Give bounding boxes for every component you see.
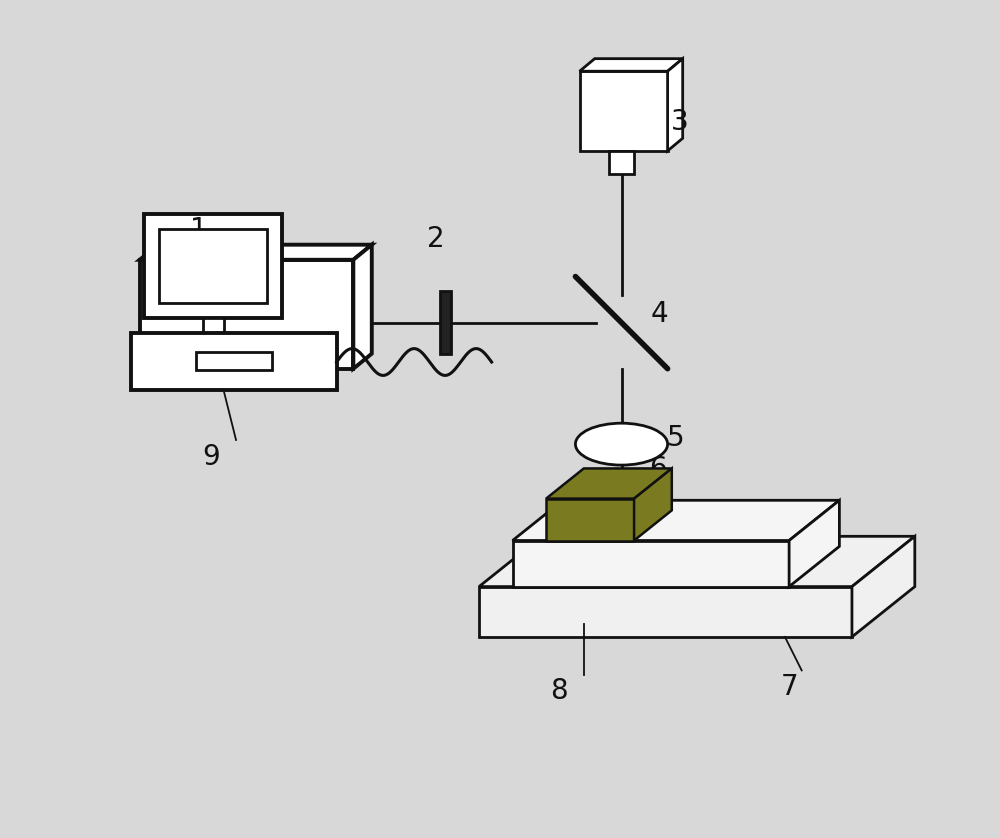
- Ellipse shape: [575, 423, 668, 465]
- Polygon shape: [513, 541, 789, 587]
- Bar: [196, 352, 272, 370]
- Bar: [203, 318, 224, 345]
- Polygon shape: [440, 292, 451, 354]
- Polygon shape: [580, 59, 683, 71]
- Text: 1: 1: [190, 216, 207, 245]
- Polygon shape: [513, 500, 839, 541]
- Polygon shape: [546, 499, 634, 541]
- Text: 5: 5: [667, 424, 685, 453]
- Polygon shape: [479, 587, 852, 637]
- Polygon shape: [546, 468, 672, 499]
- Text: 9: 9: [202, 442, 220, 471]
- Polygon shape: [353, 245, 372, 369]
- Bar: [144, 214, 282, 318]
- Polygon shape: [479, 536, 915, 587]
- Polygon shape: [668, 59, 683, 151]
- Text: 2: 2: [427, 225, 445, 253]
- Polygon shape: [634, 468, 672, 541]
- Polygon shape: [852, 536, 915, 637]
- Polygon shape: [580, 71, 668, 151]
- Bar: [609, 151, 634, 174]
- Text: 7: 7: [780, 673, 798, 701]
- Bar: [159, 229, 267, 303]
- Polygon shape: [140, 260, 353, 369]
- Text: 6: 6: [649, 455, 666, 484]
- Text: 3: 3: [671, 107, 689, 136]
- Text: 8: 8: [550, 677, 567, 706]
- Bar: [131, 333, 337, 390]
- Polygon shape: [140, 245, 372, 260]
- Text: 4: 4: [650, 300, 668, 328]
- Polygon shape: [789, 500, 839, 587]
